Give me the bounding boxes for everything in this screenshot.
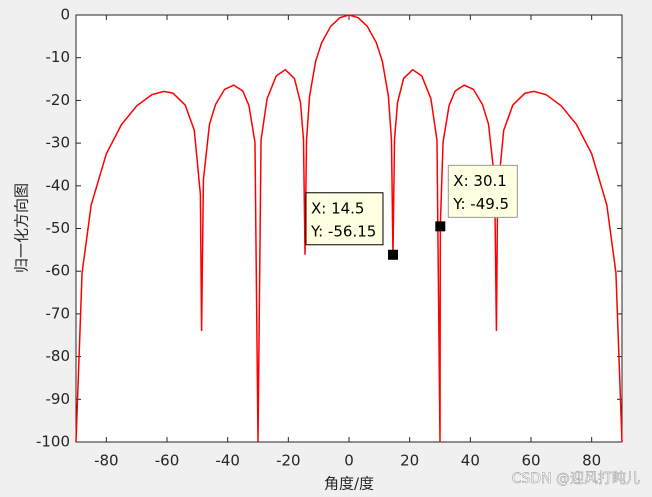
y-tick-label: -60: [46, 262, 71, 280]
x-tick-label: -80: [94, 452, 119, 470]
y-axis-label: 归一化方向图: [13, 183, 31, 273]
y-tick-label: -90: [46, 390, 71, 408]
y-tick-label: -20: [46, 91, 71, 109]
datatip-marker: [435, 221, 446, 232]
y-tick-label: -100: [36, 433, 70, 451]
y-tick-label: -70: [46, 304, 71, 322]
x-tick-label: 80: [582, 452, 601, 470]
x-tick-label: 20: [400, 452, 419, 470]
datatip-y: Y: -49.5: [452, 195, 509, 213]
datatip-box: [447, 164, 518, 218]
datatip-x: X: 14.5: [311, 199, 365, 217]
y-tick-label: -80: [46, 347, 71, 365]
x-tick-label: -40: [215, 452, 240, 470]
y-tick-label: 0: [60, 6, 70, 24]
datatip-y: Y: -56.15: [310, 222, 376, 240]
data-line: [75, 14, 623, 443]
y-tick-label: -10: [46, 48, 71, 66]
x-tick-label: 0: [344, 452, 354, 470]
y-tick-label: -50: [46, 219, 71, 237]
y-tick-label: -30: [46, 134, 71, 152]
datatip-x: X: 30.1: [453, 172, 507, 190]
x-tick-label: -20: [276, 452, 301, 470]
watermark: CSDN @迎风打盹儿: [512, 470, 640, 487]
x-tick-label: 60: [521, 452, 540, 470]
x-axis-label: 角度/度: [324, 475, 374, 493]
x-tick-label: 40: [461, 452, 480, 470]
x-tick-label: -60: [155, 452, 180, 470]
datatip-marker: [387, 249, 398, 260]
y-tick-label: -40: [46, 176, 71, 194]
datatip-box: [305, 192, 384, 246]
